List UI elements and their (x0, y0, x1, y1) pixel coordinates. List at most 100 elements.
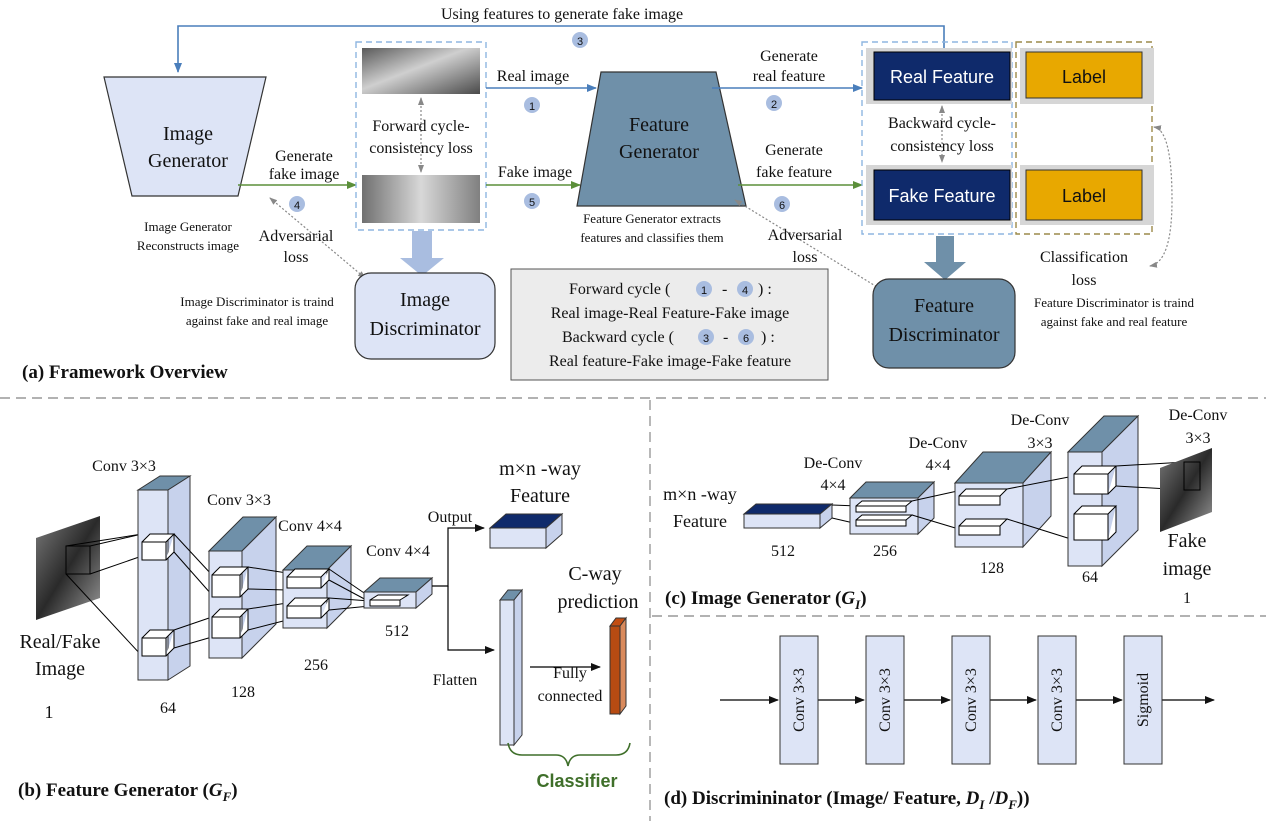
projection-line (89, 533, 143, 547)
disc-layer-3-label: Conv 3×3 (963, 668, 980, 732)
legend-number: 6 (743, 333, 749, 345)
ig-input-front (743, 513, 821, 529)
fully-connected-label-2: connected (538, 688, 603, 705)
disc-layer-1 (779, 635, 819, 765)
step-circle-5 (524, 193, 540, 209)
fake-image-channels: 1 (1183, 590, 1191, 607)
classification-loss-label-2: loss (1072, 272, 1097, 289)
step-circle-2 (766, 95, 782, 111)
label-box-1 (1025, 51, 1143, 99)
image-generator-label-1: Image (163, 123, 213, 145)
adversarial-loss-right-label-1: Adversarial (768, 227, 843, 244)
image-discriminator-note-1: Image Discriminator is traind (180, 294, 334, 309)
image-pair-box (355, 41, 487, 231)
feature-discriminator-note-2: against fake and real feature (1041, 314, 1188, 329)
discriminator-panel: Conv 3×3 Conv 3×3 Conv 3×3 Conv 3×3 Sigm… (664, 635, 1215, 812)
projection-line (247, 566, 288, 574)
layer-128-channels: 128 (231, 684, 255, 701)
feature-patch (286, 568, 331, 589)
panel-a-caption: (a) Framework Overview (22, 362, 228, 383)
ig-layer-256-channels: 256 (873, 543, 897, 560)
adversarial-loss-right-label-2: loss (793, 249, 818, 266)
to-image-discriminator-arrow (400, 231, 444, 276)
step-circle-3 (572, 32, 588, 48)
fully-connected-label-1: Fully (553, 665, 587, 682)
prediction-vector (609, 625, 621, 715)
layer-512-channels: 512 (385, 623, 409, 640)
legend-circle-3 (698, 329, 714, 345)
deconv1-label-1: De-Conv (804, 455, 863, 472)
legend-circle-1 (696, 281, 712, 297)
step-number: 6 (779, 200, 785, 212)
disc-layer-1-label: Conv 3×3 (791, 668, 808, 732)
real-image-thumbnail (362, 48, 480, 94)
panel-d-caption: (d) Discrimininator (Image/ Feature, DI … (664, 788, 1030, 812)
projection-line (89, 555, 143, 575)
legend-dash: - (723, 329, 728, 346)
input-label-2: Image (35, 658, 85, 680)
adversarial-loss-left-label-1: Adversarial (259, 228, 334, 245)
projection-line (328, 597, 371, 602)
conv3-label: Conv 4×4 (278, 518, 342, 535)
projection-line (911, 489, 963, 502)
generate-fake-feature-label-1: Generate (765, 142, 823, 159)
fake-feature-box (873, 169, 1011, 221)
panel-c-caption: (c) Image Generator (GI) (665, 588, 867, 612)
feature-output-label-2: Feature (510, 485, 570, 507)
feature-output-label-1: m×n -way (499, 458, 581, 480)
feature-generator-block (576, 71, 747, 207)
step-number: 1 (529, 101, 535, 113)
generate-real-feature-label-1: Generate (760, 48, 818, 65)
feature-generator-panel: Real/Fake Image 1 Conv 3×3 64 Conv 3×3 1… (18, 458, 639, 804)
legend-number: 1 (701, 285, 707, 297)
framework-overview-panel: Using features to generate fake image 3 … (22, 6, 1194, 383)
feature-generator-label-1: Feature (629, 114, 689, 136)
image-generator-block (103, 76, 267, 197)
feature-generator-note-2: features and classifies them (580, 230, 723, 245)
layer-256-channels: 256 (304, 657, 328, 674)
forward-cycle-loss-label-2: consistency loss (369, 140, 473, 157)
feature-generator-note-1: Feature Generator extracts (583, 211, 721, 226)
ig-layer-64-channels: 64 (1082, 569, 1098, 586)
projection-line (328, 579, 371, 603)
flatten-vector (499, 599, 515, 746)
generate-fake-image-label-2: fake image (269, 166, 340, 183)
deconv2-label-2: 4×4 (925, 457, 950, 474)
image-generator-note-2: Reconstructs image (137, 238, 239, 253)
conv1-label: Conv 3×3 (92, 458, 156, 475)
legend-suffix: ) : (758, 281, 772, 298)
projection-line (247, 588, 288, 591)
label-box-2 (1025, 169, 1143, 221)
feature-discriminator-block (872, 278, 1016, 369)
ig-layer-128-channels: 128 (980, 560, 1004, 577)
projection-line (65, 533, 143, 547)
fake-image-label: Fake image (498, 164, 572, 181)
backward-cycle-loss-label-2: consistency loss (890, 138, 994, 155)
generate-real-feature-label-2: real feature (753, 68, 825, 85)
projection-line (247, 602, 288, 610)
flatten-vector-side (513, 588, 523, 747)
backward-cycle-desc: Real feature-Fake image-Fake feature (549, 353, 791, 370)
disc-sigmoid-layer (1123, 635, 1163, 765)
classification-loss-label-1: Classification (1040, 249, 1128, 266)
legend-number: 3 (703, 333, 709, 345)
adversarial-loss-left-label-2: loss (284, 249, 309, 266)
projection-line (328, 605, 371, 611)
feedback-arrow-label: Using features to generate fake image (441, 6, 683, 23)
disc-layer-4 (1037, 635, 1077, 765)
projection-line (173, 636, 213, 649)
prediction-vector-side (619, 616, 627, 716)
feature-patch (958, 488, 1009, 506)
real-image-label: Real image (497, 68, 569, 85)
panel-b-caption: (b) Feature Generator (GF) (18, 780, 238, 804)
backward-cycle-loss-label-1: Backward cycle- (888, 115, 996, 132)
output-label: Output (428, 509, 473, 526)
fake-image-label-1: Fake (1168, 530, 1207, 552)
label-box-1-text: Label (1062, 67, 1106, 87)
label-box-2-text: Label (1062, 186, 1106, 206)
deconv4-label-1: De-Conv (1169, 407, 1228, 424)
disc-sigmoid-label: Sigmoid (1135, 673, 1152, 727)
output-kernel-window (1183, 461, 1201, 491)
image-discriminator-block (354, 272, 496, 360)
